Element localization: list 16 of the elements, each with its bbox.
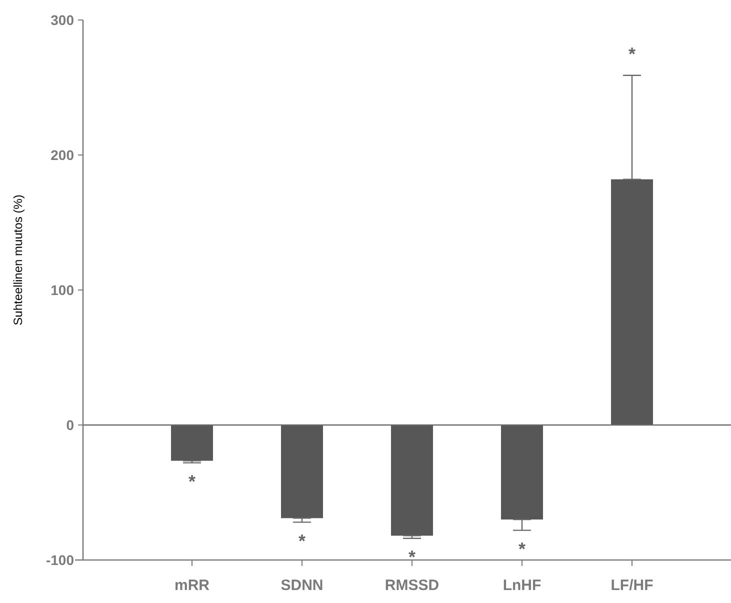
y-tick-label: 300 — [50, 12, 74, 28]
annotation: * — [188, 472, 196, 492]
x-tick-label: mRR — [174, 577, 210, 594]
annotation: * — [628, 44, 636, 64]
annotation: * — [298, 531, 306, 551]
x-tick-label: LF/HF — [610, 577, 654, 594]
x-tick-label: SDNN — [280, 577, 324, 594]
y-tick-label: 0 — [66, 416, 74, 433]
annotation: * — [518, 539, 526, 560]
y-tick-label: -100 — [46, 552, 74, 568]
x-tick-label: RMSSD — [384, 577, 440, 594]
y-tick-label: 200 — [50, 146, 74, 163]
y-axis-title: Suhteellinen muutos (%) — [11, 194, 25, 326]
annotation: * — [408, 547, 416, 568]
x-tick-label: LnHF — [502, 577, 542, 594]
y-tick-label: 100 — [50, 282, 74, 298]
